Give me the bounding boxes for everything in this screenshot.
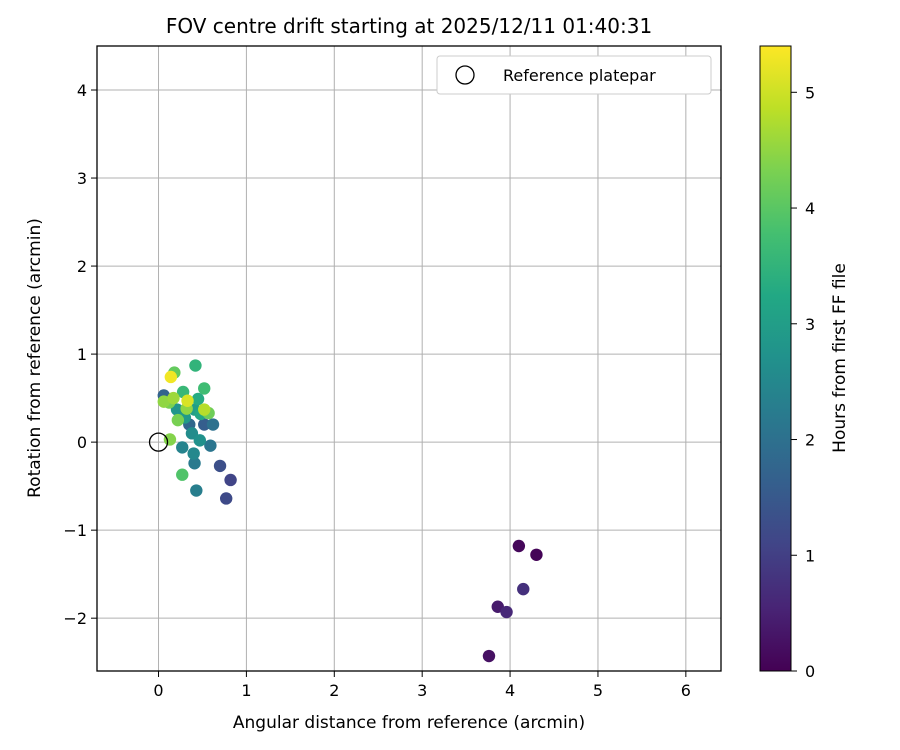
data-point [164, 370, 178, 384]
data-point [157, 395, 170, 408]
colorbar-tick-label: 2 [805, 431, 815, 450]
data-point [181, 394, 194, 407]
data-point [176, 468, 189, 481]
legend-box [436, 55, 712, 95]
colorbar-ticks: 0 1 2 3 4 5 [791, 83, 815, 681]
scatter-points [148, 359, 543, 663]
data-point [171, 413, 185, 427]
data-point [198, 418, 211, 431]
legend-label-reference: Reference platepar [503, 66, 656, 85]
y-tick-label: −2 [63, 609, 87, 628]
x-tick-label: 6 [681, 681, 691, 700]
data-point [185, 427, 199, 440]
colorbar-gradient [759, 45, 792, 672]
data-point [163, 433, 177, 446]
data-point [198, 382, 211, 395]
y-tick-label: 2 [77, 257, 87, 276]
data-point [219, 492, 233, 505]
x-tick-label: 2 [329, 681, 339, 700]
colorbar-title: Hours from first FF file [830, 263, 850, 453]
legend: Reference platepar [436, 55, 712, 95]
data-point [204, 439, 217, 452]
data-point [198, 403, 211, 416]
colorbar-tick-label: 0 [805, 662, 815, 681]
y-tick-label: 4 [77, 81, 87, 100]
data-point [193, 434, 207, 447]
x-tick-label: 1 [241, 681, 251, 700]
x-axis-title: Angular distance from reference (arcmin) [233, 713, 585, 733]
colorbar-tick-label: 4 [805, 199, 815, 218]
y-axis-title: Rotation from reference (arcmin) [25, 218, 45, 498]
x-tick-label: 5 [593, 681, 603, 700]
y-tick-label: 1 [77, 345, 87, 364]
legend-marker-reference [455, 65, 475, 85]
data-point [188, 457, 201, 470]
data-point [530, 548, 543, 562]
colorbar-tick-label: 3 [805, 315, 815, 334]
y-tick-label: 3 [77, 169, 87, 188]
data-point [512, 539, 526, 553]
data-point [170, 403, 184, 416]
y-tick-label: 0 [77, 433, 87, 452]
data-point [206, 418, 220, 431]
data-point [187, 447, 200, 460]
plot-frame [96, 45, 722, 672]
x-tick-label: 3 [417, 681, 427, 700]
y-tick-label: −1 [63, 521, 87, 540]
data-point [176, 441, 189, 454]
grid [97, 46, 721, 671]
x-tick-label: 4 [505, 681, 515, 700]
chart-title: FOV centre drift starting at 2025/12/11 … [166, 14, 652, 38]
colorbar-tick-label: 1 [805, 546, 815, 565]
data-point [500, 605, 513, 619]
data-point [167, 391, 180, 405]
data-point [191, 392, 205, 406]
colorbar-tick-label: 5 [805, 83, 815, 102]
reference-platepar-marker [148, 432, 169, 452]
data-point [517, 582, 530, 596]
colorbar: 0 1 2 3 4 5 Hours from first FF file [759, 45, 850, 681]
data-point [482, 649, 496, 663]
data-point [224, 473, 237, 487]
data-point [189, 359, 202, 372]
data-point [213, 459, 227, 473]
x-tick-label: 0 [153, 681, 163, 700]
data-point [190, 484, 203, 497]
axis-ticks: 0 1 2 3 4 5 6 −2 −1 0 1 2 3 4 [63, 81, 691, 700]
